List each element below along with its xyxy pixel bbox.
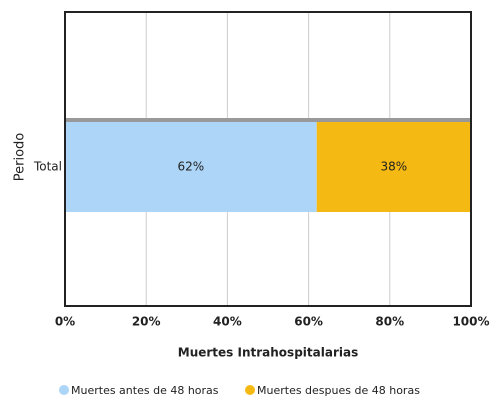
bar-shadow — [65, 118, 471, 122]
x-tick-label: 80% — [375, 315, 404, 329]
x-tick-label: 40% — [213, 315, 242, 329]
x-tick-label: 60% — [294, 315, 323, 329]
x-tick-label: 20% — [132, 315, 161, 329]
y-axis-title: Periodo — [13, 133, 28, 182]
bar — [316, 122, 471, 212]
x-tick-label: 0% — [55, 315, 75, 329]
y-tick-label: Total — [33, 160, 62, 174]
legend-label: Muertes despues de 48 horas — [257, 384, 420, 397]
bar — [65, 122, 317, 212]
data-label: 38% — [381, 160, 408, 174]
x-axis-title: Muertes Intrahospitalarias — [178, 346, 358, 360]
legend-label: Muertes antes de 48 horas — [71, 384, 219, 397]
legend-swatch — [245, 385, 255, 395]
plot-border — [64, 11, 472, 307]
legend-swatch — [59, 385, 69, 395]
data-label: 62% — [178, 160, 205, 174]
x-tick-label: 100% — [452, 315, 489, 329]
